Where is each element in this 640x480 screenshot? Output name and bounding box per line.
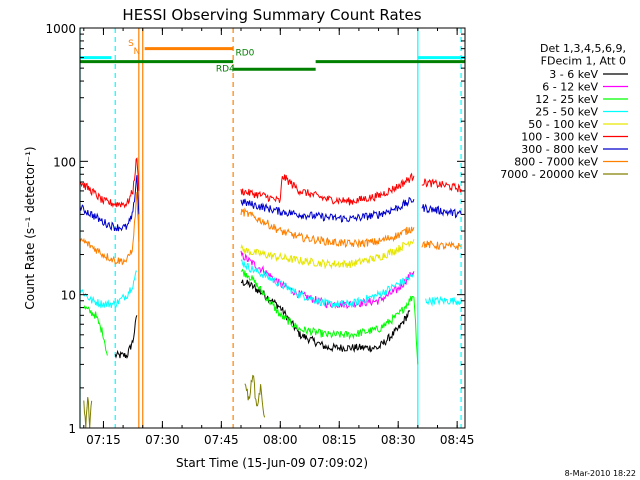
legend-label-5: 100 - 300 keV (521, 131, 598, 144)
x-tick-label-1: 07:30 (145, 433, 180, 447)
series-line-7-2 (421, 240, 462, 251)
series-line-6-2 (421, 203, 462, 219)
series-line-8-1 (244, 374, 266, 418)
legend-label-8: 7000 - 20000 keV (500, 168, 598, 181)
series-line-8-0 (83, 397, 93, 429)
series-line-3-1 (240, 258, 415, 308)
x-tick-label-5: 08:30 (381, 433, 416, 447)
legend-label-6: 300 - 800 keV (521, 143, 598, 156)
legend-header-1: FDecim 1, Att 0 (541, 55, 626, 68)
series-line-6-0 (79, 175, 140, 232)
series-line-5-2 (421, 178, 462, 193)
legend-label-4: 50 - 100 keV (528, 118, 598, 131)
y-tick-label-3: 1000 (45, 22, 76, 36)
series-line-3-2 (425, 295, 462, 307)
y-tick-label-2: 100 (53, 155, 76, 169)
legend: Det 1,3,4,5,6,9,FDecim 1, Att 03 - 6 keV… (500, 42, 628, 181)
legend-label-3: 25 - 50 keV (535, 106, 598, 119)
series-line-2-0 (83, 304, 108, 356)
series-line-0-1 (240, 279, 411, 353)
x-tick-label-2: 07:45 (204, 433, 239, 447)
legend-label-7: 800 - 7000 keV (514, 156, 598, 169)
flag-label-saa: S (128, 39, 134, 49)
legend-label-1: 6 - 12 keV (542, 81, 598, 94)
series-line-7-0 (79, 192, 140, 266)
legend-label-2: 12 - 25 keV (535, 93, 598, 106)
x-axis-label: Start Time (15-Jun-09 07:09:02) (176, 456, 368, 470)
y-tick-label-1: 10 (61, 289, 76, 303)
series-line-2-1 (240, 268, 419, 365)
x-tick-label-0: 07:15 (86, 433, 121, 447)
x-tick-label-3: 08:00 (263, 433, 298, 447)
series-line-7-1 (240, 207, 415, 249)
x-tick-label-4: 08:15 (322, 433, 357, 447)
series-line-5-0 (79, 157, 140, 209)
flag-label-night: N (133, 47, 140, 57)
legend-header-0: Det 1,3,4,5,6,9, (540, 42, 626, 55)
series-line-3-0 (79, 270, 138, 309)
axes: 07:15 07:30 07:45 08:00 08:15 08:30 08:45 1 10 10… (45, 22, 474, 447)
y-tick-label-0: 1 (68, 422, 76, 436)
flag-label-rd0: RD0 (235, 49, 254, 59)
footer-date: 8-Mar-2010 18:22 (565, 469, 636, 478)
chart-title: HESSI Observing Summary Count Rates (122, 6, 421, 24)
series-line-0-0 (114, 315, 138, 359)
series-line-6-1 (240, 196, 415, 223)
plot-frame (79, 27, 466, 429)
series-line-5-1 (240, 172, 415, 206)
y-axis-label: Count Rate (s⁻¹ detector⁻¹) (23, 146, 37, 309)
x-tick-label-6: 08:45 (440, 433, 475, 447)
series-line-4-0 (240, 239, 415, 270)
legend-label-0: 3 - 6 keV (549, 68, 598, 81)
flag-label-rd4: RD4 (216, 65, 235, 75)
